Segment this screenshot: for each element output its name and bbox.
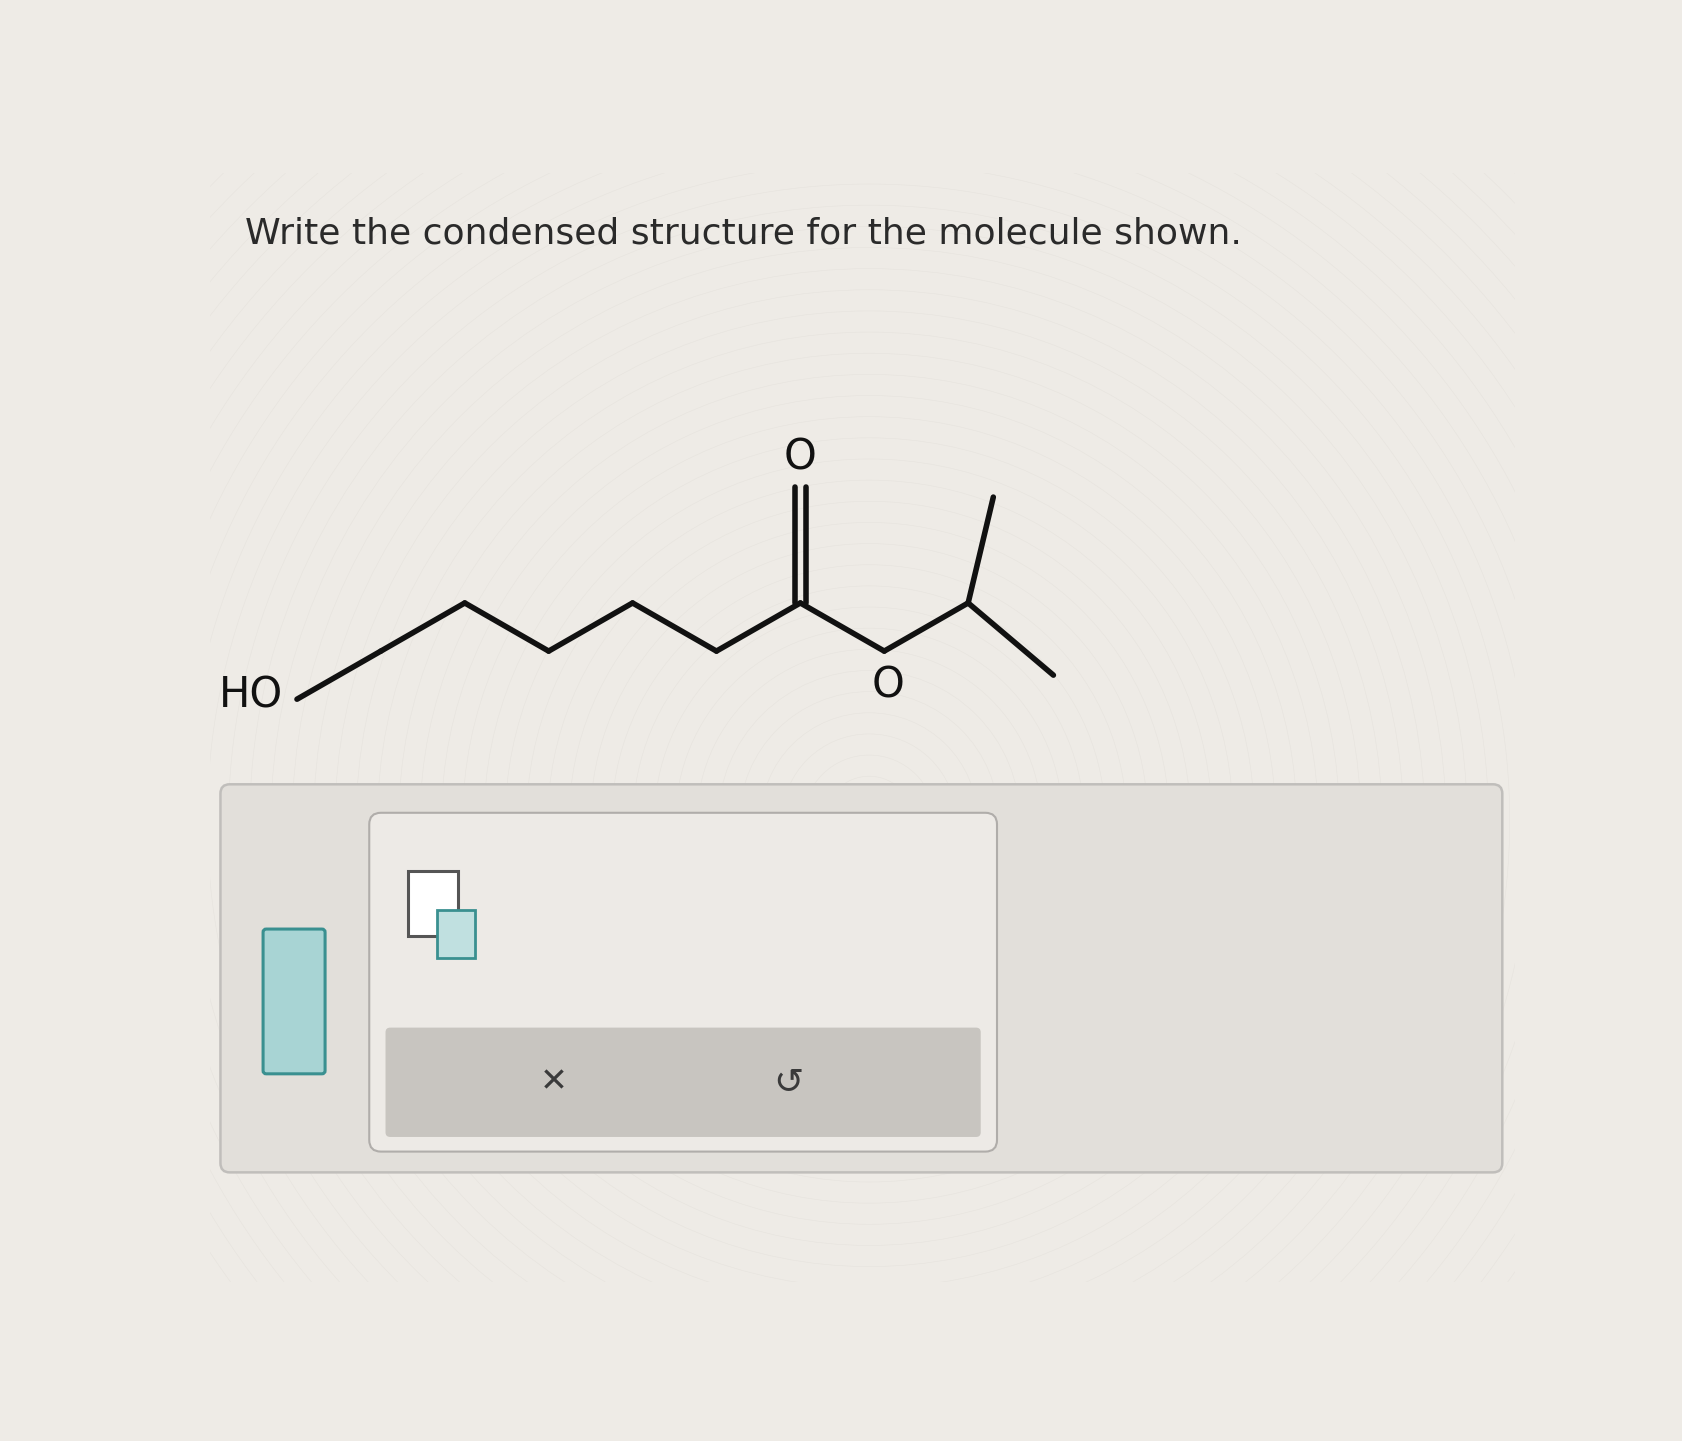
Text: ↺: ↺: [774, 1065, 804, 1099]
Bar: [407, 870, 458, 937]
Text: O: O: [871, 664, 903, 708]
Bar: [437, 909, 474, 958]
FancyBboxPatch shape: [385, 1027, 981, 1137]
FancyBboxPatch shape: [220, 784, 1502, 1173]
Text: Write the condensed structure for the molecule shown.: Write the condensed structure for the mo…: [246, 216, 1241, 251]
Text: ✕: ✕: [540, 1066, 569, 1099]
Text: HO: HO: [219, 674, 283, 716]
FancyBboxPatch shape: [368, 813, 996, 1151]
FancyBboxPatch shape: [262, 929, 325, 1074]
Text: O: O: [784, 437, 816, 478]
